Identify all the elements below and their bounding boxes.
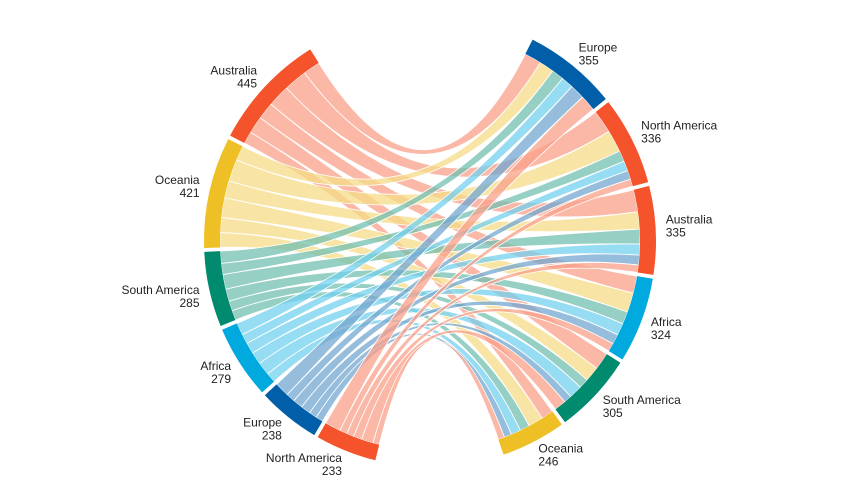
node-label-right-oceania: Oceania 246 (538, 442, 583, 469)
node-arc-left-europe[interactable] (264, 384, 323, 436)
node-value: 246 (538, 455, 558, 469)
node-arc-right-europe[interactable] (525, 39, 606, 110)
node-arc-right-africa[interactable] (608, 276, 653, 360)
node-name: North America (641, 119, 717, 133)
chord-links (219, 53, 641, 446)
node-value: 238 (262, 429, 282, 443)
chord-link-north-america-to-north-america[interactable] (339, 178, 634, 435)
node-name: Oceania (155, 173, 200, 187)
node-name: South America (121, 283, 199, 297)
node-label-right-africa: Africa 324 (651, 315, 682, 342)
node-label-left-africa: Africa 279 (200, 359, 231, 386)
node-arc-left-oceania[interactable] (204, 139, 243, 248)
node-name: Africa (651, 315, 682, 329)
node-name: Oceania (538, 442, 583, 456)
node-value: 336 (641, 132, 661, 146)
node-value: 355 (579, 54, 599, 68)
node-label-left-north-america: North America 233 (266, 451, 342, 478)
node-value: 335 (666, 226, 686, 240)
node-arc-left-africa[interactable] (222, 323, 275, 393)
node-label-left-oceania: Oceania 421 (155, 173, 200, 200)
chord-link-north-america-to-oceania[interactable] (372, 340, 505, 446)
node-value: 285 (180, 296, 200, 310)
node-arc-right-south-america[interactable] (555, 354, 621, 423)
node-value: 279 (211, 372, 231, 386)
node-arc-right-oceania[interactable] (498, 411, 562, 455)
node-value: 324 (651, 328, 671, 342)
node-name: North America (266, 451, 342, 465)
node-name: Europe (579, 41, 618, 55)
node-value: 445 (237, 76, 257, 90)
node-arc-left-north-america[interactable] (317, 423, 380, 461)
node-arc-left-south-america[interactable] (204, 251, 236, 327)
node-name: Europe (243, 416, 282, 430)
node-label-right-north-america: North America 336 (641, 119, 717, 146)
node-arc-left-australia[interactable] (230, 49, 319, 144)
node-name: Australia (666, 213, 713, 227)
node-arc-right-australia[interactable] (633, 185, 656, 275)
node-label-left-south-america: South America 285 (121, 283, 199, 310)
node-label-right-europe: Europe 355 (579, 41, 618, 68)
node-name: South America (603, 393, 681, 407)
node-label-left-australia: Australia 445 (210, 63, 257, 90)
node-label-right-australia: Australia 335 (666, 213, 713, 240)
node-label-left-europe: Europe 238 (243, 416, 282, 443)
node-name: Africa (200, 359, 231, 373)
node-value: 421 (180, 186, 200, 200)
node-value: 233 (322, 464, 342, 478)
node-label-right-south-america: South America 305 (603, 393, 681, 420)
node-arc-right-north-america[interactable] (595, 102, 649, 187)
node-name: Australia (210, 63, 257, 77)
node-value: 305 (603, 406, 623, 420)
